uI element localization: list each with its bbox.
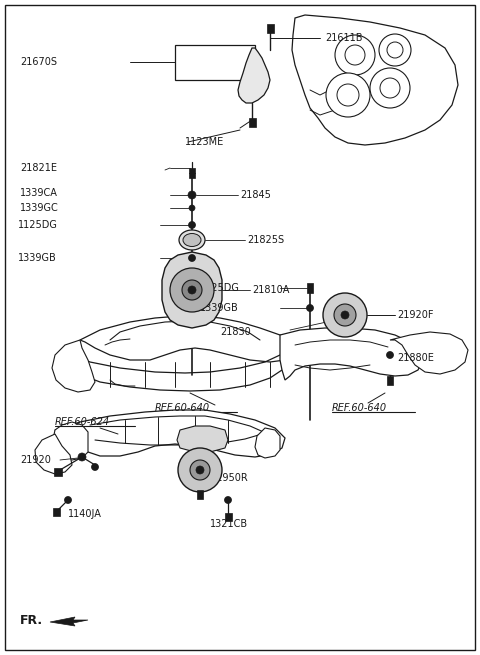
Polygon shape	[80, 316, 295, 362]
Text: 21821E: 21821E	[20, 163, 57, 173]
Bar	[52, 508, 60, 516]
Polygon shape	[292, 15, 458, 145]
Circle shape	[379, 34, 411, 66]
Polygon shape	[162, 252, 222, 328]
Bar	[175, 45, 255, 80]
Text: 1125DG: 1125DG	[200, 283, 240, 293]
Ellipse shape	[183, 233, 201, 246]
Text: 1339GC: 1339GC	[20, 203, 59, 213]
Text: 1123ME: 1123ME	[185, 137, 224, 147]
Bar	[307, 283, 313, 293]
Circle shape	[78, 453, 86, 461]
Polygon shape	[52, 340, 95, 392]
Circle shape	[335, 35, 375, 75]
Polygon shape	[52, 422, 88, 460]
Text: 1321CB: 1321CB	[210, 519, 248, 529]
Circle shape	[182, 280, 202, 300]
Circle shape	[345, 45, 365, 65]
Circle shape	[386, 352, 394, 358]
Circle shape	[323, 293, 367, 337]
Polygon shape	[55, 410, 285, 457]
Text: REF.60-624: REF.60-624	[55, 417, 110, 427]
Circle shape	[188, 191, 196, 199]
Text: REF.60-640: REF.60-640	[332, 403, 387, 413]
Text: 21950R: 21950R	[210, 473, 248, 483]
Bar	[197, 489, 203, 498]
Polygon shape	[390, 332, 468, 374]
Text: FR.: FR.	[20, 614, 43, 626]
Circle shape	[337, 84, 359, 106]
Bar	[387, 375, 393, 384]
Circle shape	[326, 73, 370, 117]
Polygon shape	[238, 48, 270, 103]
Circle shape	[334, 304, 356, 326]
Bar	[266, 24, 274, 33]
Text: 21825S: 21825S	[247, 235, 284, 245]
Polygon shape	[50, 617, 88, 626]
Text: 1339GB: 1339GB	[200, 303, 239, 313]
Circle shape	[189, 205, 195, 211]
Circle shape	[92, 464, 98, 470]
Circle shape	[188, 286, 196, 294]
Text: 1339CA: 1339CA	[20, 188, 58, 198]
Text: 21830: 21830	[220, 327, 251, 337]
Circle shape	[170, 268, 214, 312]
Text: 1140JA: 1140JA	[68, 509, 102, 519]
Polygon shape	[35, 434, 72, 474]
Circle shape	[387, 42, 403, 58]
Bar	[225, 513, 231, 521]
Text: 21611B: 21611B	[325, 33, 362, 43]
Polygon shape	[280, 328, 422, 380]
Circle shape	[64, 496, 72, 504]
Circle shape	[178, 448, 222, 492]
Text: REF.60-640: REF.60-640	[155, 403, 210, 413]
Circle shape	[307, 305, 313, 312]
Text: 21920: 21920	[20, 455, 51, 465]
Text: 21845: 21845	[240, 190, 271, 200]
Text: 21880E: 21880E	[397, 353, 434, 363]
Bar	[54, 468, 62, 476]
Text: 21670S: 21670S	[20, 57, 57, 67]
Circle shape	[189, 255, 195, 261]
Text: 21920F: 21920F	[397, 310, 433, 320]
Bar	[249, 117, 255, 126]
Bar	[189, 168, 195, 178]
Ellipse shape	[179, 230, 205, 250]
Polygon shape	[177, 426, 228, 452]
Circle shape	[380, 78, 400, 98]
Polygon shape	[255, 428, 280, 458]
Circle shape	[190, 460, 210, 480]
Circle shape	[341, 311, 349, 319]
Circle shape	[189, 221, 195, 229]
Circle shape	[196, 466, 204, 474]
Text: 1339GB: 1339GB	[18, 253, 57, 263]
Text: 1125DG: 1125DG	[18, 220, 58, 230]
Circle shape	[225, 496, 231, 504]
Circle shape	[370, 68, 410, 108]
Text: 21810A: 21810A	[252, 285, 289, 295]
